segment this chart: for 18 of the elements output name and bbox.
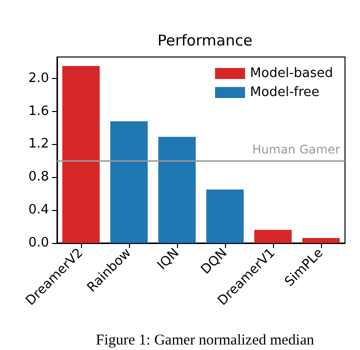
y-tick-label: 1.6	[28, 104, 49, 119]
y-tick-label: 0.0	[28, 236, 49, 250]
y-tick-label: 0.4	[28, 202, 49, 218]
bar	[206, 190, 244, 243]
y-tick-label: 1.2	[28, 136, 49, 152]
bar	[110, 121, 148, 243]
bar	[254, 230, 292, 243]
y-tick-label: 0.8	[28, 170, 49, 185]
legend-label: Model-based	[250, 66, 334, 81]
legend-label: Model-free	[250, 85, 320, 100]
chart-title: Performance	[157, 32, 253, 50]
bar	[302, 238, 340, 243]
bar	[158, 136, 196, 243]
y-tick-label: 2.0	[28, 70, 49, 86]
caption: Figure 1: Gamer normalized median	[96, 332, 315, 348]
ref-line-label: Human Gamer	[252, 142, 340, 157]
x-tick-label: IQN	[154, 246, 182, 274]
bar	[62, 66, 100, 243]
